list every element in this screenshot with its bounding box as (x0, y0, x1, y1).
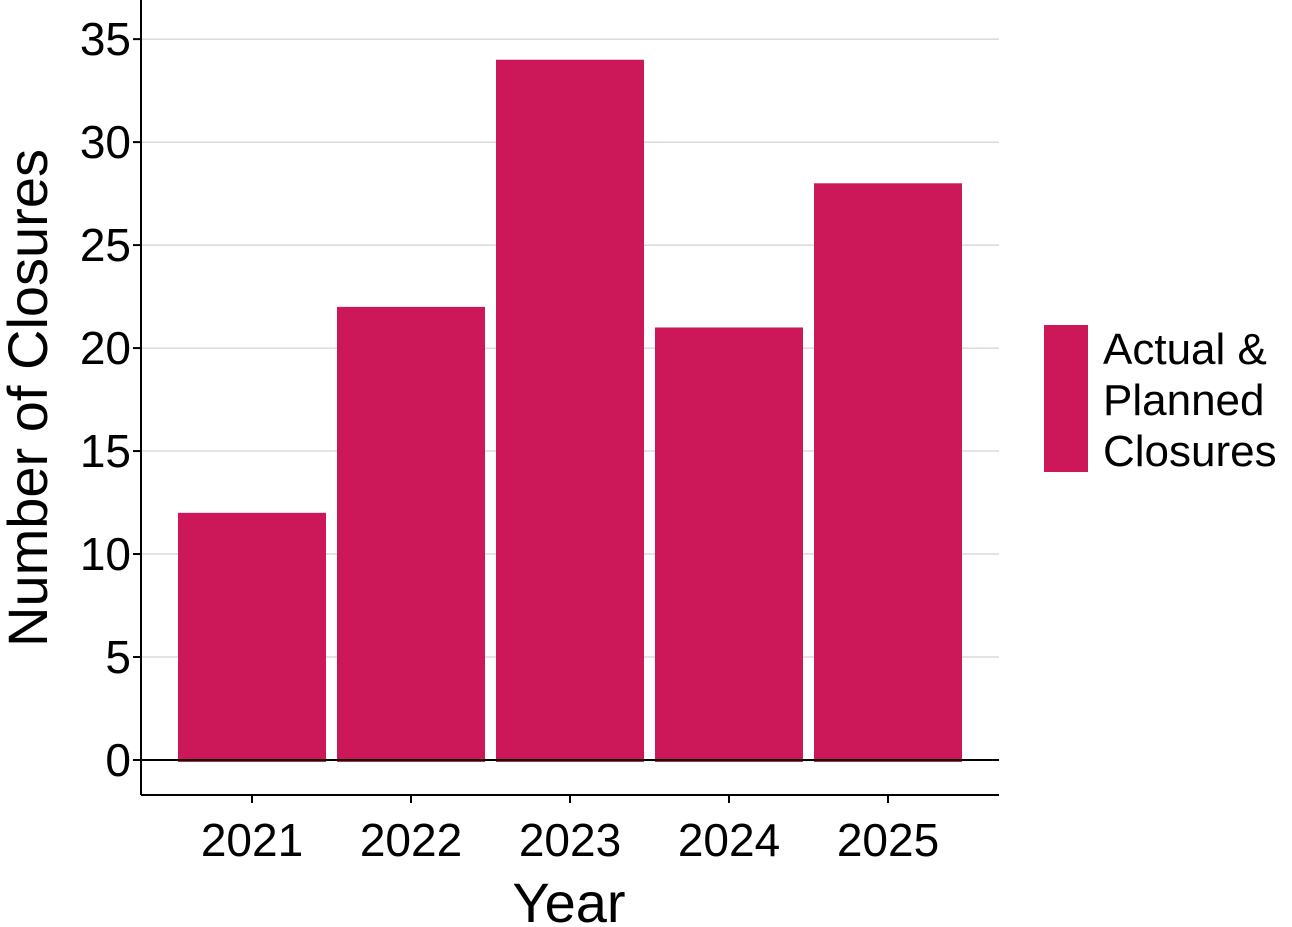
bar-2021 (178, 512, 326, 762)
legend-label-line-3: Closures (1103, 427, 1277, 476)
bars (178, 59, 962, 762)
axes (133, 0, 999, 803)
bar-2024 (655, 327, 803, 762)
x-axis-title: Year (512, 871, 625, 927)
x-axis-tick-labels: 2021 2022 2023 2024 2025 (201, 814, 939, 866)
bar-2022 (337, 306, 485, 762)
bar-2025 (814, 183, 962, 762)
y-axis-tick-labels: 0 5 10 15 20 25 30 35 (80, 13, 131, 786)
x-tick-label-2021: 2021 (201, 814, 303, 866)
y-tick-label-30: 30 (80, 116, 131, 168)
x-tick-label-2024: 2024 (678, 814, 780, 866)
x-tick-label-2023: 2023 (519, 814, 621, 866)
y-tick-label-0: 0 (105, 734, 131, 786)
y-tick-label-35: 35 (80, 13, 131, 65)
y-tick-label-10: 10 (80, 528, 131, 580)
legend-swatch (1044, 325, 1088, 472)
y-tick-label-5: 5 (105, 631, 131, 683)
legend-label-line-1: Actual & (1103, 325, 1267, 374)
y-tick-label-25: 25 (80, 219, 131, 271)
x-tick-label-2022: 2022 (360, 814, 462, 866)
y-tick-label-15: 15 (80, 425, 131, 477)
legend: Actual & Planned Closures (1044, 325, 1277, 476)
y-axis-title: Number of Closures (0, 149, 59, 647)
bar-2023 (496, 59, 644, 762)
x-tick-label-2025: 2025 (837, 814, 939, 866)
y-tick-label-20: 20 (80, 322, 131, 374)
legend-label-line-2: Planned (1103, 376, 1264, 425)
